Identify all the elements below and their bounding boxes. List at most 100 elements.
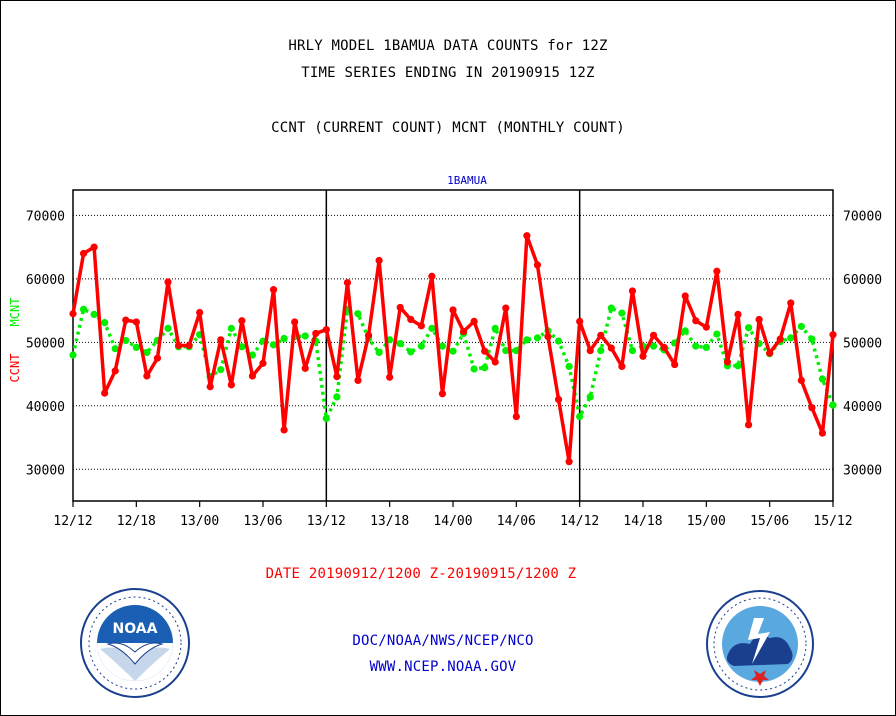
data-point-ccnt (449, 306, 457, 314)
x-tick-label: 13/00 (180, 514, 219, 529)
data-point-mcnt (597, 346, 605, 355)
data-point-ccnt (829, 331, 837, 339)
data-point-mcnt (470, 365, 478, 373)
y-tick-label-right: 60000 (843, 273, 882, 288)
data-point-ccnt (554, 395, 563, 404)
data-point-mcnt (607, 304, 615, 312)
data-point-mcnt (586, 393, 594, 401)
data-point-ccnt (227, 381, 235, 389)
data-point-ccnt (407, 315, 415, 324)
data-point-ccnt (681, 292, 689, 300)
website-link[interactable]: WWW.NCEP.NOAA.GOV (369, 659, 517, 675)
data-point-ccnt (428, 272, 436, 280)
data-point-ccnt (586, 346, 594, 355)
data-point-mcnt (829, 401, 837, 409)
data-point-ccnt (312, 329, 320, 338)
x-tick-label: 15/06 (750, 514, 789, 529)
data-point-ccnt (238, 317, 246, 325)
data-point-ccnt (607, 344, 615, 352)
data-point-ccnt (122, 316, 130, 324)
data-point-mcnt (132, 343, 140, 352)
data-point-mcnt (280, 334, 288, 343)
data-point-ccnt (692, 317, 700, 325)
data-point-mcnt (396, 339, 404, 348)
y-tick-label-right: 40000 (843, 400, 882, 415)
nws-logo-icon (706, 590, 814, 698)
data-point-mcnt (248, 351, 257, 359)
data-point-ccnt (660, 343, 668, 352)
data-point-mcnt (744, 324, 753, 332)
data-point-ccnt (797, 376, 805, 385)
data-point-ccnt (628, 287, 637, 295)
data-point-ccnt (301, 364, 309, 372)
chart-title-line2: TIME SERIES ENDING IN 20190915 12Z (301, 65, 595, 81)
data-point-ccnt (280, 426, 288, 434)
data-point-ccnt (217, 336, 225, 344)
data-point-ccnt (185, 341, 193, 350)
data-point-ccnt (818, 429, 827, 437)
data-point-ccnt (143, 372, 151, 380)
y-tick-label-left: 40000 (26, 400, 65, 415)
data-point-mcnt (69, 351, 77, 359)
data-point-mcnt (449, 347, 457, 355)
x-tick-label: 14/06 (497, 514, 536, 529)
y-tick-label-right: 50000 (843, 336, 882, 351)
data-point-ccnt (69, 310, 77, 318)
data-point-mcnt (227, 324, 235, 332)
data-point-ccnt (512, 412, 520, 421)
data-point-ccnt (111, 367, 119, 375)
x-tick-label: 13/06 (243, 514, 282, 529)
org-label: DOC/NOAA/NWS/NCEP/NCO (352, 633, 534, 649)
data-point-ccnt (259, 359, 267, 367)
data-point-mcnt (79, 305, 88, 313)
plot-label: 1BAMUA (447, 174, 487, 187)
data-point-mcnt (692, 342, 700, 350)
data-point-ccnt (101, 389, 109, 397)
data-point-mcnt (164, 324, 172, 332)
data-point-mcnt (681, 327, 689, 335)
data-point-ccnt (597, 331, 605, 339)
data-point-ccnt (734, 310, 742, 318)
data-point-mcnt (734, 362, 742, 370)
noaa-logo-text: NOAA (113, 621, 158, 637)
data-point-mcnt (238, 343, 246, 351)
data-point-ccnt (533, 261, 542, 269)
data-point-ccnt (723, 358, 732, 366)
data-point-ccnt (153, 354, 162, 362)
data-point-ccnt (766, 349, 774, 357)
data-point-mcnt (269, 341, 278, 349)
data-point-mcnt (702, 343, 710, 352)
data-point-ccnt (702, 323, 710, 331)
data-point-ccnt (808, 404, 816, 412)
data-point-ccnt (502, 304, 510, 312)
data-point-mcnt (797, 322, 805, 331)
data-point-mcnt (787, 334, 795, 342)
data-point-mcnt (375, 348, 383, 357)
data-point-ccnt (132, 318, 140, 326)
y-axis-label-ccnt: CCNT (8, 354, 22, 383)
data-point-ccnt (776, 335, 784, 343)
data-point-mcnt (649, 342, 658, 350)
data-point-ccnt (671, 360, 679, 369)
data-point-ccnt (174, 341, 183, 350)
data-point-mcnt (628, 346, 637, 355)
data-point-mcnt (554, 337, 563, 345)
data-point-ccnt (576, 317, 584, 325)
data-point-ccnt (196, 308, 204, 317)
y-tick-label-left: 60000 (26, 273, 65, 288)
data-point-ccnt (164, 278, 172, 286)
data-point-ccnt (375, 256, 383, 265)
data-point-mcnt (576, 412, 584, 421)
x-tick-label: 15/12 (813, 514, 852, 529)
data-point-ccnt (269, 286, 278, 294)
data-point-ccnt (565, 458, 573, 466)
data-point-mcnt (101, 319, 109, 327)
data-point-ccnt (343, 279, 352, 287)
data-point-ccnt (649, 331, 658, 339)
x-tick-label: 13/18 (370, 514, 409, 529)
data-point-mcnt (533, 334, 542, 342)
x-tick-label: 13/12 (307, 514, 346, 529)
data-point-ccnt (470, 317, 478, 325)
date-range-label: DATE 20190912/1200 Z-20190915/1200 Z (265, 566, 577, 582)
data-point-mcnt (523, 336, 531, 344)
